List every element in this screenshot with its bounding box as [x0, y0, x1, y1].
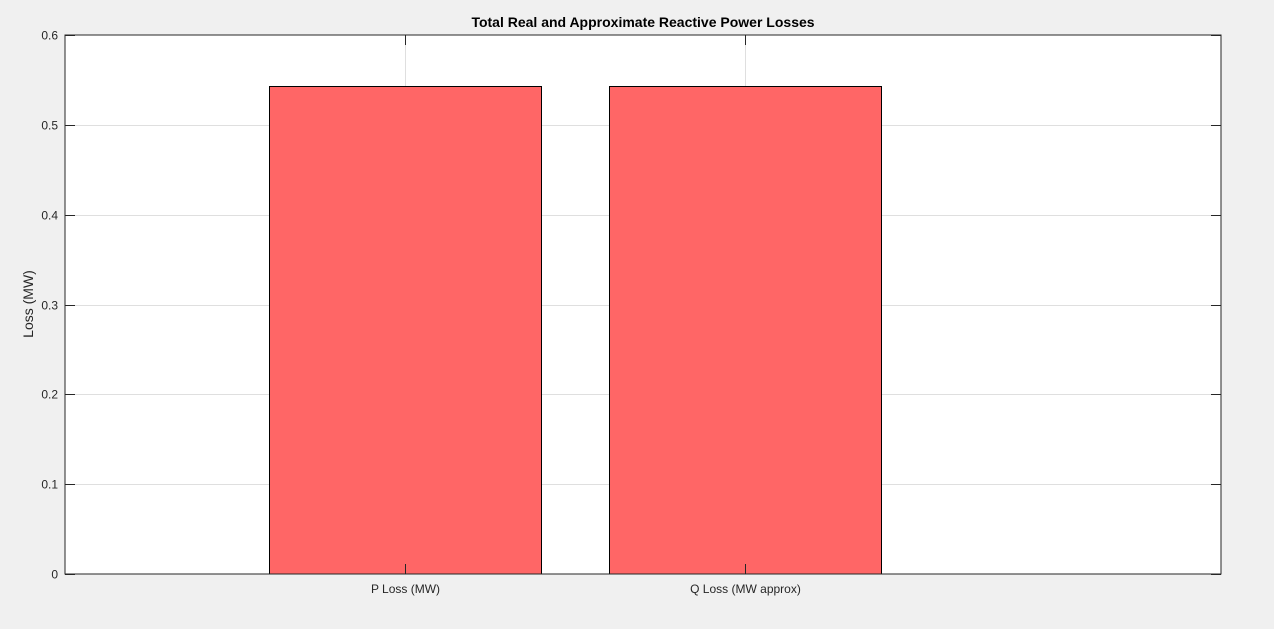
y-tick-label: 0.3	[41, 299, 58, 313]
y-tick-label: 0.4	[41, 209, 58, 223]
y-tick-label: 0.2	[41, 388, 58, 402]
bar	[609, 86, 882, 575]
y-tick-label: 0.5	[41, 119, 58, 133]
chart-title: Total Real and Approximate Reactive Powe…	[471, 14, 814, 30]
y-tick-label: 0.1	[41, 478, 58, 492]
x-tick-labels: P Loss (MW) Q Loss (MW approx)	[371, 582, 801, 596]
y-tick-label: 0.6	[41, 29, 58, 43]
bar	[269, 86, 542, 575]
axes-frame	[64, 34, 1222, 575]
y-axis-label: Loss (MW)	[20, 270, 36, 338]
y-tick-labels: 0 0.1 0.2 0.3 0.4 0.5 0.6	[41, 29, 58, 582]
bars	[269, 86, 882, 575]
x-tick-label: P Loss (MW)	[371, 582, 440, 596]
tick-marks	[65, 35, 1221, 575]
x-tick-label: Q Loss (MW approx)	[690, 582, 801, 596]
y-tick-label: 0	[51, 568, 58, 582]
